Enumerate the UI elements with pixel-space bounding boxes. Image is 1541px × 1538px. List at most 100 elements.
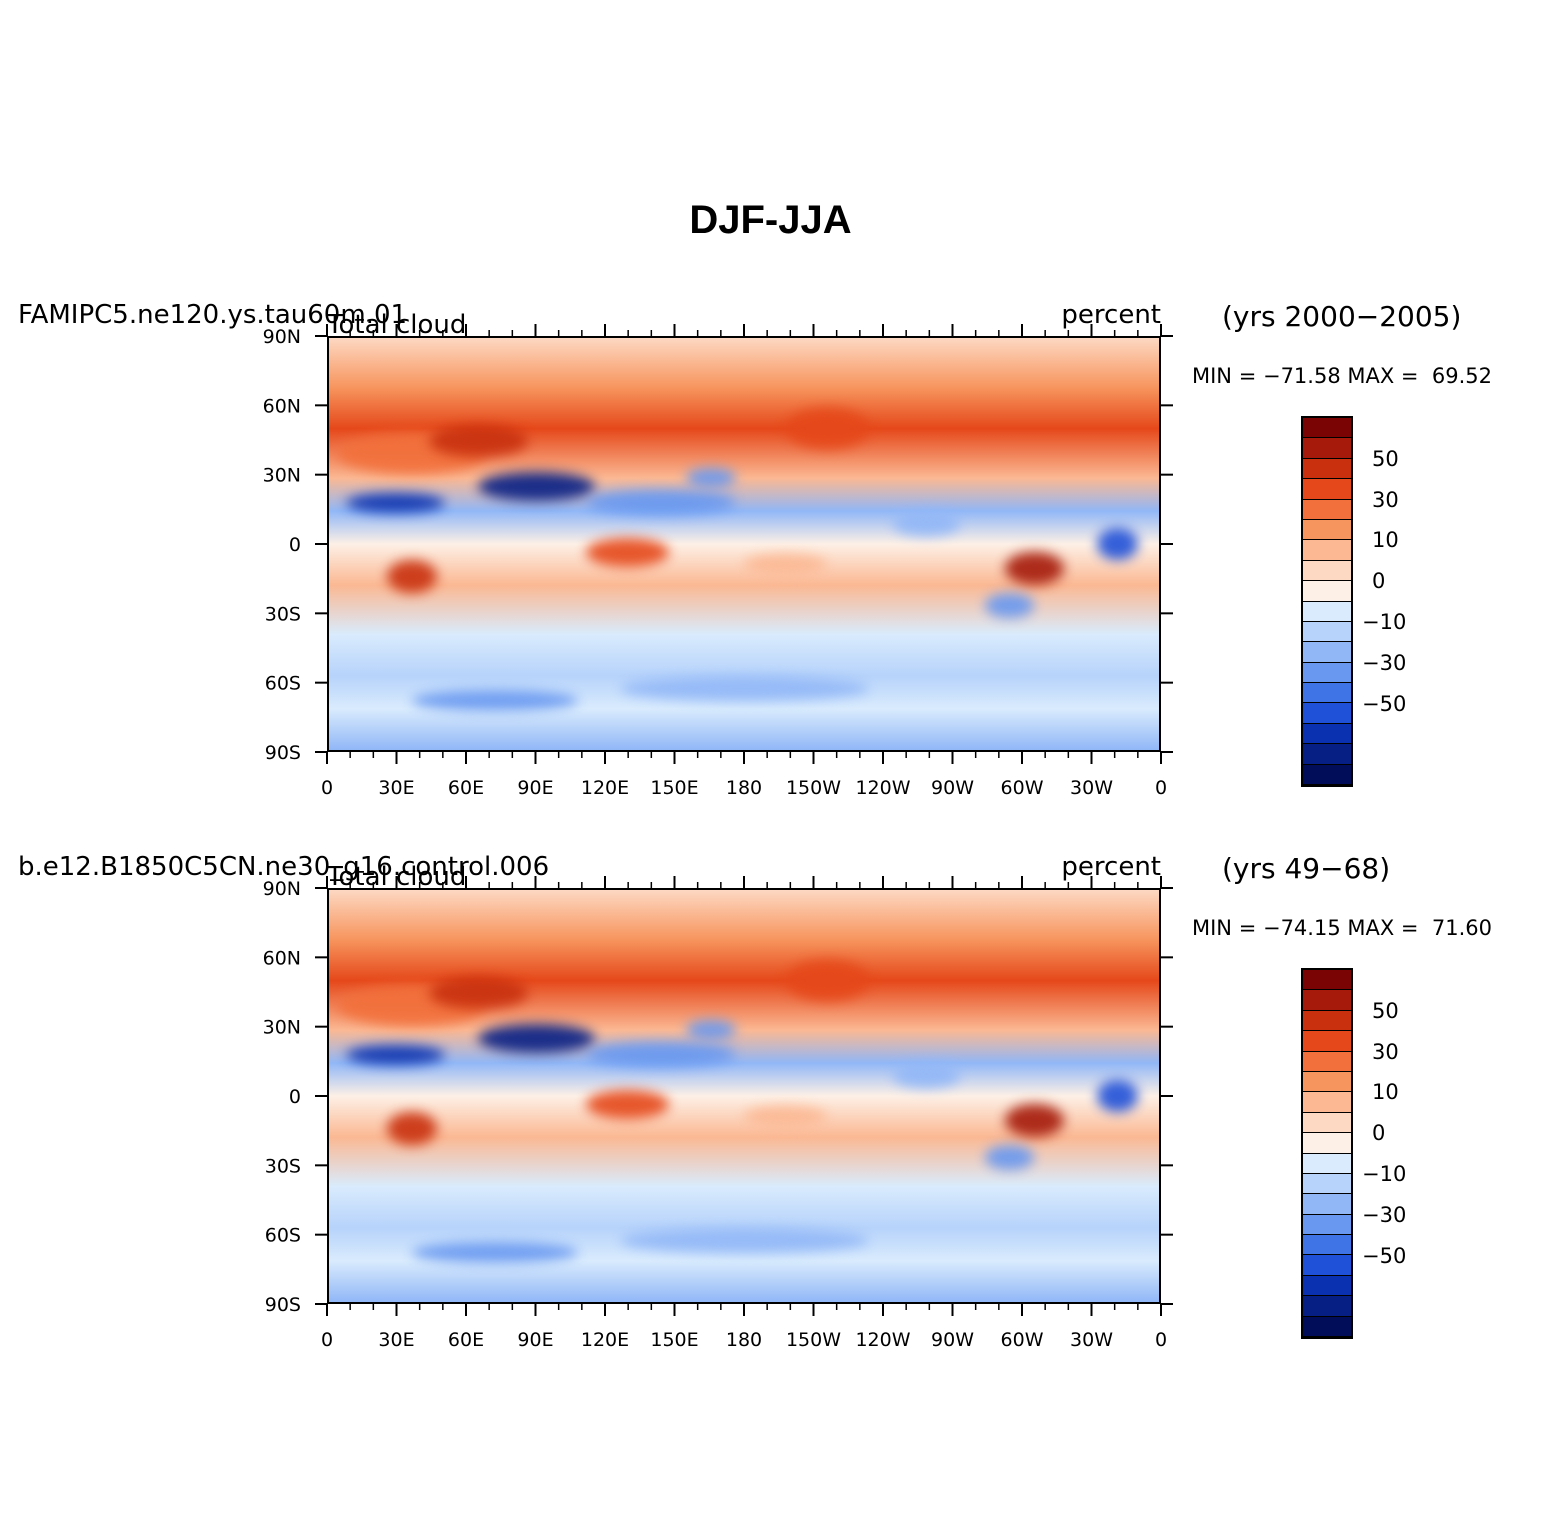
contour-region (744, 1106, 827, 1127)
colorbar-label: 10 (1372, 1080, 1399, 1105)
contour-region (1005, 552, 1064, 586)
contour-region (345, 1044, 446, 1066)
lat-label: 0 (289, 534, 301, 556)
lat-label: 30N (263, 465, 301, 487)
lon-label: 30W (1070, 1329, 1113, 1351)
lon-label: 150W (786, 1329, 841, 1351)
contour-region (478, 471, 595, 501)
contour-region (586, 490, 736, 516)
colorbar-label: −10 (1362, 1162, 1407, 1186)
map-panel-bottom: b.e12.B1850C5CN.ne30_g16.control.006 Tot… (0, 852, 1541, 1404)
colorbar-label: −30 (1362, 1202, 1407, 1227)
colorbar-swatch (1303, 621, 1351, 643)
colorbar-label: 30 (1372, 487, 1399, 512)
contour-region (428, 976, 529, 1010)
contour-region (984, 1145, 1035, 1171)
colorbar-swatch (1303, 1092, 1351, 1113)
lon-label: 0 (1155, 1329, 1167, 1351)
lon-label: 30W (1070, 777, 1113, 799)
lon-label: 180 (726, 777, 762, 799)
colorbar-swatch (1303, 1051, 1351, 1072)
contour-region (387, 560, 437, 594)
lat-label: 0 (289, 1086, 301, 1108)
colorbar-label: 50 (1372, 998, 1399, 1023)
contour-region (586, 537, 670, 567)
colorbar-label: 30 (1372, 1039, 1399, 1064)
contour-region (1096, 1079, 1139, 1113)
contour-region (345, 492, 446, 514)
contour-region (619, 1227, 869, 1253)
lon-label: 150W (786, 777, 841, 799)
colorbar-swatch (1303, 1153, 1351, 1174)
colorbar-label: 10 (1372, 528, 1399, 553)
colorbar (1301, 416, 1353, 788)
contour-region (428, 424, 529, 458)
lat-label: 60S (265, 1225, 301, 1247)
min-max-label: MIN = −71.58 MAX = 69.52 (1192, 364, 1492, 388)
colorbar-swatch (1303, 581, 1351, 602)
colorbar-swatch (1303, 499, 1351, 520)
lon-label: 60E (448, 1329, 484, 1351)
colorbar-swatch (1303, 1235, 1351, 1256)
colorbar-swatch (1303, 418, 1351, 439)
colorbar-swatch (1303, 723, 1351, 745)
lon-label: 90E (517, 1329, 553, 1351)
colorbar-swatch (1303, 458, 1351, 480)
colorbar-swatch (1303, 1112, 1351, 1134)
colorbar-label: −10 (1362, 610, 1407, 634)
colorbar-swatch (1303, 438, 1351, 459)
colorbar-swatch (1303, 990, 1351, 1011)
map-axes: 90N 60N 30N 0 30S 60S 90S 0 30E 60E 90E 120E 150E 180… (263, 876, 1173, 1351)
contour-region (893, 511, 960, 536)
colorbar-label: 0 (1372, 569, 1386, 594)
lon-label: 120W (855, 777, 910, 799)
colorbar-label: 50 (1372, 446, 1399, 471)
lat-label: 90S (265, 1294, 301, 1316)
contour-region (685, 1019, 736, 1041)
colorbar-swatch (1303, 1031, 1351, 1052)
lat-label: 90S (265, 742, 301, 764)
figure-title: DJF-JJA (689, 198, 852, 242)
lon-label: 90W (931, 777, 974, 799)
case-name: FAMIPC5.ne120.ys.tau60m.01 (18, 300, 408, 330)
case-name: b.e12.B1850C5CN.ne30_g16.control.006 (18, 852, 550, 882)
contour-region (744, 554, 827, 575)
colorbar-swatch (1303, 1255, 1351, 1276)
colorbar-label: −50 (1362, 691, 1407, 716)
contour-region (785, 408, 869, 450)
colorbar-swatch (1303, 1133, 1351, 1154)
lon-label: 150E (650, 1329, 698, 1351)
colorbar-swatch (1303, 1296, 1351, 1317)
lat-label: 60N (263, 395, 301, 417)
lat-label: 30S (265, 1155, 301, 1177)
colorbar-swatch (1303, 703, 1351, 724)
lat-label: 30N (263, 1017, 301, 1039)
colorbar-swatch (1303, 601, 1351, 622)
lat-label: 60N (263, 947, 301, 969)
lon-label: 150E (650, 777, 698, 799)
units-label: percent (1061, 300, 1161, 330)
contour-map (327, 336, 1161, 752)
colorbar-swatch (1303, 764, 1351, 786)
lon-label: 30E (378, 1329, 414, 1351)
lon-label: 90E (517, 777, 553, 799)
lat-label: 60S (265, 673, 301, 695)
colorbar-swatch (1303, 1071, 1351, 1093)
lon-label: 90W (931, 1329, 974, 1351)
lon-label: 0 (1155, 777, 1167, 799)
colorbar-swatch (1303, 970, 1351, 991)
colorbar-swatch (1303, 479, 1351, 500)
lon-label: 60E (448, 777, 484, 799)
colorbar-swatch (1303, 1214, 1351, 1236)
colorbar-label: −30 (1362, 650, 1407, 675)
contour-region (893, 1063, 960, 1088)
units-label: percent (1061, 852, 1161, 882)
colorbar-swatch (1303, 540, 1351, 561)
lon-label: 120E (581, 777, 629, 799)
colorbar-swatch (1303, 662, 1351, 684)
colorbar-swatch (1303, 519, 1351, 541)
contour-region (785, 960, 869, 1002)
lat-label: 90N (263, 878, 301, 900)
years-label: (yrs 49−68) (1222, 852, 1391, 885)
map-panel-top: FAMIPC5.ne120.ys.tau60m.01 Total cloud p… (0, 300, 1541, 852)
